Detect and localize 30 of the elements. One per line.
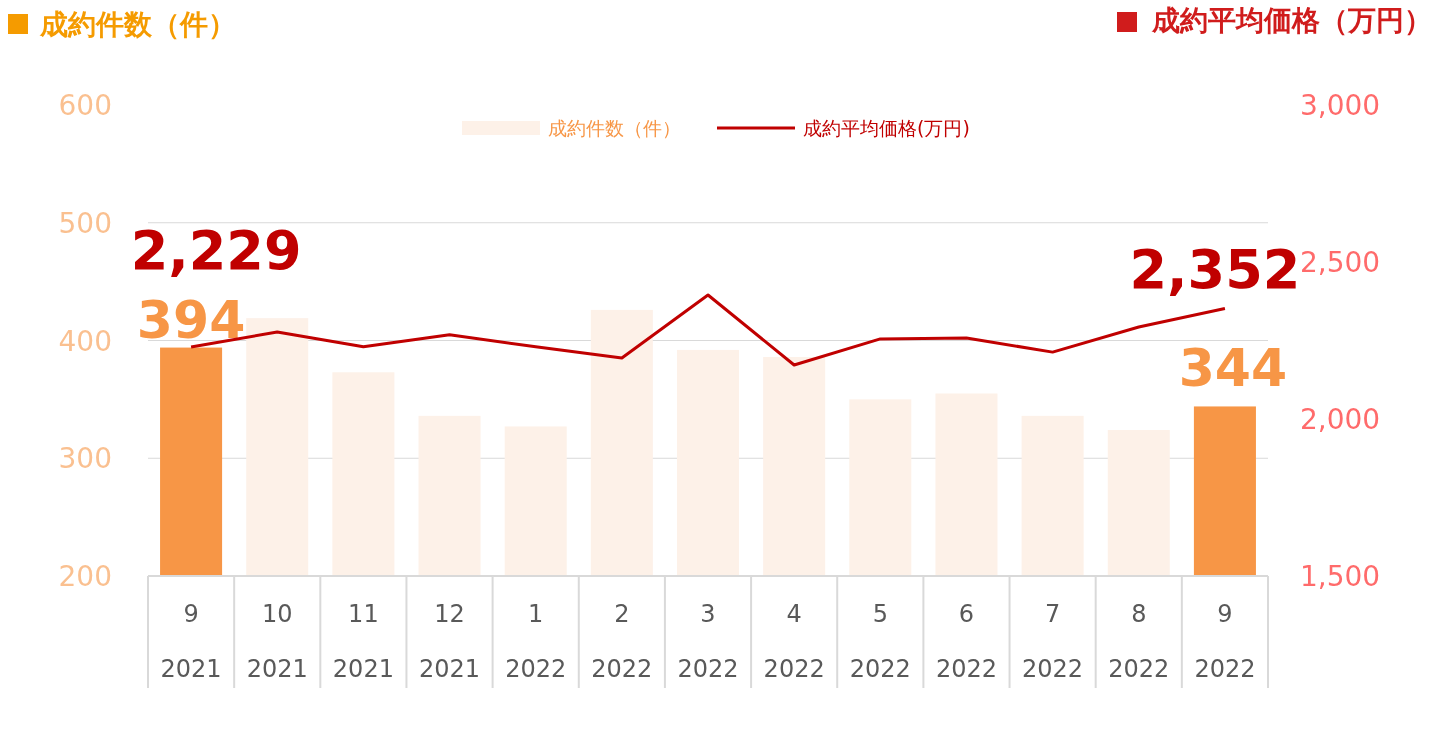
y2-tick-label: 1,500 [1300, 560, 1381, 593]
y-tick-label: 600 [58, 89, 112, 122]
y-tick-label: 500 [58, 206, 112, 240]
y2-tick-label: 2,500 [1300, 246, 1381, 279]
x-tick-label: 1 2022 [505, 600, 567, 683]
data-label: 394 [136, 289, 246, 350]
x-tick-label: 11 2021 [332, 600, 394, 683]
data-label: 2,229 [130, 219, 302, 283]
y-axis-title: 成約件数（件） [39, 8, 236, 41]
x-tick-label: 10 2021 [246, 600, 308, 683]
data-label: 344 [1178, 338, 1288, 399]
x-tick-label: 3 2022 [677, 600, 739, 683]
y2-tick-label: 3,000 [1300, 89, 1381, 122]
y-tick-label: 300 [58, 442, 112, 476]
y2-tick-label: 2,000 [1300, 403, 1381, 436]
x-tick-label: 4 2022 [763, 600, 825, 683]
legend-label: 成約件数（件） [548, 117, 681, 139]
y2-axis-title: 成約平均価格（万円） [1151, 4, 1432, 37]
x-tick-label: 9 2021 [160, 600, 222, 683]
x-tick-label: 8 2022 [1108, 600, 1170, 683]
x-tick-label: 12 2021 [419, 600, 481, 683]
x-tick-label: 7 2022 [1022, 600, 1084, 683]
y-tick-label: 200 [58, 560, 112, 593]
y-tick-label: 400 [58, 324, 112, 358]
data-label: 2,352 [1129, 238, 1301, 302]
x-tick-label: 6 2022 [935, 600, 997, 683]
x-tick-label: 2 2022 [591, 600, 653, 683]
x-tick-label: 5 2022 [849, 600, 911, 683]
x-tick-label: 9 2022 [1194, 600, 1256, 683]
legend-label: 成約平均価格(万円) [803, 117, 970, 139]
